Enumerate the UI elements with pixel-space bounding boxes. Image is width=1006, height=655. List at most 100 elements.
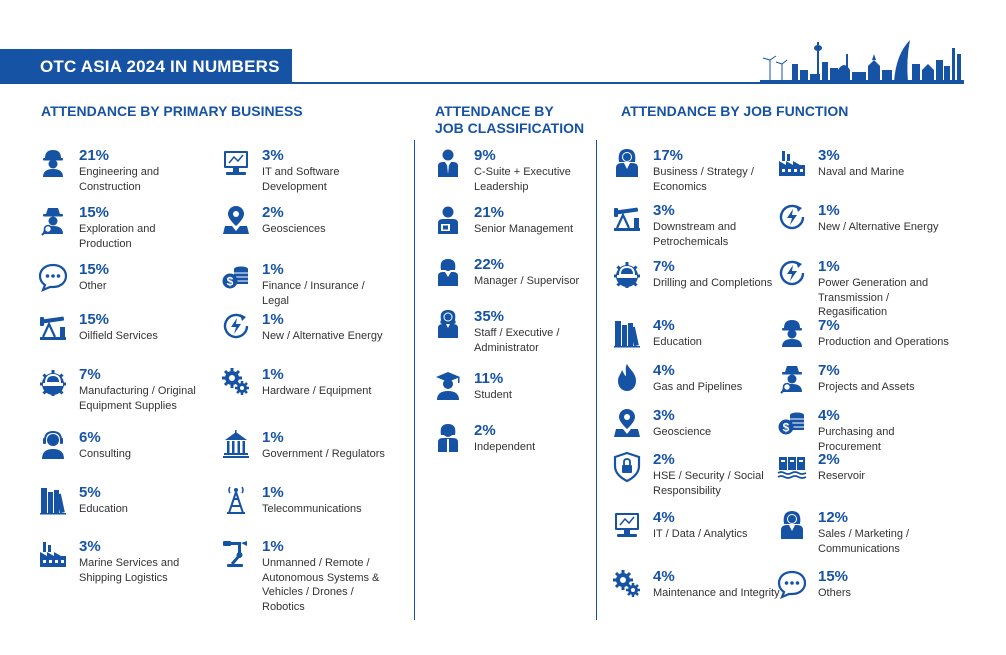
title-banner: OTC ASIA 2024 IN NUMBERS bbox=[0, 49, 292, 84]
stat-item: 4% Education bbox=[612, 317, 790, 369]
stat-label: Projects and Assets bbox=[818, 381, 915, 393]
stat-label: Production and Operations bbox=[818, 336, 949, 348]
stat-label: Student bbox=[474, 389, 512, 401]
stat-item: 7% Drilling and Completions bbox=[612, 258, 790, 310]
stat-label: Drilling and Completions bbox=[653, 277, 773, 289]
stat-item: 3% Marine Services and Shipping Logistics bbox=[38, 538, 204, 590]
hardhat-gear-icon bbox=[40, 370, 66, 396]
stat-item: 1% Government / Regulators bbox=[221, 429, 387, 481]
renewable-energy-icon bbox=[779, 260, 805, 286]
map-pin-icon bbox=[223, 206, 249, 234]
stat-label: Education bbox=[653, 336, 702, 348]
stat-label: Maintenance and Integrity bbox=[653, 587, 780, 599]
stat-percentage: 15% bbox=[79, 204, 110, 221]
section-divider bbox=[414, 140, 415, 620]
stat-item: 2% Geosciences bbox=[221, 204, 387, 256]
senior-manager-icon bbox=[438, 206, 458, 234]
banner-rule bbox=[0, 82, 964, 84]
stat-label: Downstream and Petrochemicals bbox=[653, 221, 737, 248]
stat-item: 15% Other bbox=[38, 261, 204, 313]
stat-item: 3% IT and Software Development bbox=[221, 147, 387, 199]
computer-icon bbox=[615, 513, 639, 537]
stat-item: 4% Gas and Pipelines bbox=[612, 362, 790, 414]
page-title: OTC ASIA 2024 IN NUMBERS bbox=[40, 57, 280, 76]
stat-label: Staff / Executive / Administrator bbox=[474, 327, 560, 354]
stat-label: Exploration and Production bbox=[79, 223, 156, 250]
business-woman-icon bbox=[781, 511, 803, 539]
stat-label: Other bbox=[79, 280, 107, 292]
stat-percentage: 4% bbox=[653, 509, 675, 526]
stat-item: 7% Manufacturing / Original Equipment Sup… bbox=[38, 366, 204, 418]
stat-item: 17% Business / Strategy / Economics bbox=[612, 147, 790, 199]
coins-dollar-icon: $ bbox=[222, 266, 248, 289]
stat-label: Manager / Supervisor bbox=[474, 275, 580, 287]
stat-label: Geoscience bbox=[653, 426, 712, 438]
telecom-tower-icon bbox=[227, 486, 245, 514]
flame-icon bbox=[618, 364, 636, 391]
stat-percentage: 15% bbox=[818, 568, 849, 585]
oil-pump-icon bbox=[40, 316, 66, 340]
stat-label: New / Alternative Energy bbox=[818, 221, 939, 233]
stat-item: 2% Independent bbox=[433, 422, 583, 474]
stat-item: 4% IT / Data / Analytics bbox=[612, 509, 790, 561]
oil-pump-icon bbox=[614, 207, 640, 231]
stat-percentage: 3% bbox=[79, 538, 101, 555]
explorer-icon bbox=[780, 366, 802, 394]
stat-percentage: 4% bbox=[653, 568, 675, 585]
coins-dollar-icon: $ bbox=[778, 412, 804, 435]
stat-item: 1% Hardware / Equipment bbox=[221, 366, 387, 418]
stat-label: Hardware / Equipment bbox=[262, 385, 372, 397]
stat-label: Engineering and Construction bbox=[79, 166, 160, 193]
stat-label: Geosciences bbox=[262, 223, 326, 235]
stat-percentage: 2% bbox=[262, 204, 284, 221]
books-icon bbox=[40, 488, 66, 515]
stat-item: 3% Naval and Marine bbox=[777, 147, 955, 199]
speech-bubble-icon bbox=[38, 263, 68, 293]
factory-icon bbox=[40, 542, 66, 567]
stat-percentage: 35% bbox=[474, 308, 505, 325]
stat-item: 7% Projects and Assets bbox=[777, 362, 955, 414]
stat-item: 3% Downstream and Petrochemicals bbox=[612, 202, 790, 254]
stat-item: 3% Geoscience bbox=[612, 407, 790, 459]
city-skyline-icon bbox=[760, 40, 964, 82]
stat-label: Naval and Marine bbox=[818, 166, 905, 178]
stat-item: 21% Senior Management bbox=[433, 204, 583, 256]
stat-label: Manufacturing / Original Equipment Suppl… bbox=[79, 385, 196, 412]
stat-percentage: 1% bbox=[818, 258, 840, 275]
stat-label: Sales / Marketing / Communications bbox=[818, 528, 910, 555]
stat-percentage: 4% bbox=[818, 407, 840, 424]
primary-business-heading: ATTENDANCE BY PRIMARY BUSINESS bbox=[41, 103, 303, 119]
stat-item: 5% Education bbox=[38, 484, 204, 536]
svg-text:$: $ bbox=[227, 275, 234, 289]
stat-percentage: 7% bbox=[653, 258, 675, 275]
stat-label: IT and Software Development bbox=[262, 166, 340, 193]
stat-percentage: 21% bbox=[474, 204, 505, 221]
robot-arm-icon bbox=[223, 541, 247, 567]
stat-percentage: 1% bbox=[262, 484, 284, 501]
stat-item: 1% Power Generation and Transmission / Re… bbox=[777, 258, 955, 318]
stat-label: Consulting bbox=[79, 448, 131, 460]
speech-bubble-icon bbox=[777, 570, 807, 600]
stat-item: 7% Production and Operations bbox=[777, 317, 955, 369]
stat-item: 15% Oilfield Services bbox=[38, 311, 204, 363]
business-woman-icon bbox=[616, 149, 638, 177]
stat-item: 4% Maintenance and Integrity bbox=[612, 568, 790, 620]
computer-icon bbox=[224, 151, 248, 175]
gears-icon bbox=[222, 368, 249, 395]
stat-label: C-Suite + Executive Leadership bbox=[474, 166, 571, 193]
stat-item: 12% Sales / Marketing / Communications bbox=[777, 509, 955, 561]
svg-text:$: $ bbox=[783, 421, 790, 435]
government-building-icon bbox=[223, 430, 249, 458]
stat-percentage: 7% bbox=[818, 362, 840, 379]
stat-label: Others bbox=[818, 587, 852, 599]
stat-label: Reservoir bbox=[818, 470, 866, 482]
stat-percentage: 15% bbox=[79, 261, 110, 278]
stat-percentage: 2% bbox=[653, 451, 675, 468]
stat-item: 21% Engineering and Construction bbox=[38, 147, 204, 199]
stat-percentage: 11% bbox=[474, 370, 504, 387]
stat-item: 1% Unmanned / Remote / Autonomous Systems… bbox=[221, 538, 387, 613]
stat-item: 1% New / Alternative Energy bbox=[221, 311, 387, 363]
stat-percentage: 7% bbox=[818, 317, 840, 334]
stat-percentage: 3% bbox=[653, 202, 675, 219]
stat-label: HSE / Security / Social Responsibility bbox=[653, 470, 764, 497]
